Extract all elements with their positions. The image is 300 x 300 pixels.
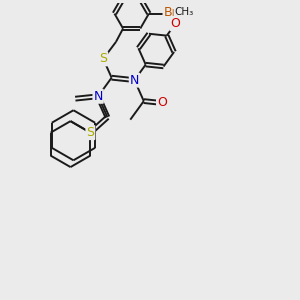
- Text: O: O: [157, 97, 167, 110]
- Text: Br: Br: [164, 6, 177, 19]
- Text: CH₃: CH₃: [174, 7, 194, 17]
- Text: S: S: [99, 52, 107, 65]
- Text: N: N: [93, 90, 103, 103]
- Text: O: O: [170, 17, 180, 30]
- Text: S: S: [86, 126, 94, 139]
- Text: N: N: [130, 74, 139, 87]
